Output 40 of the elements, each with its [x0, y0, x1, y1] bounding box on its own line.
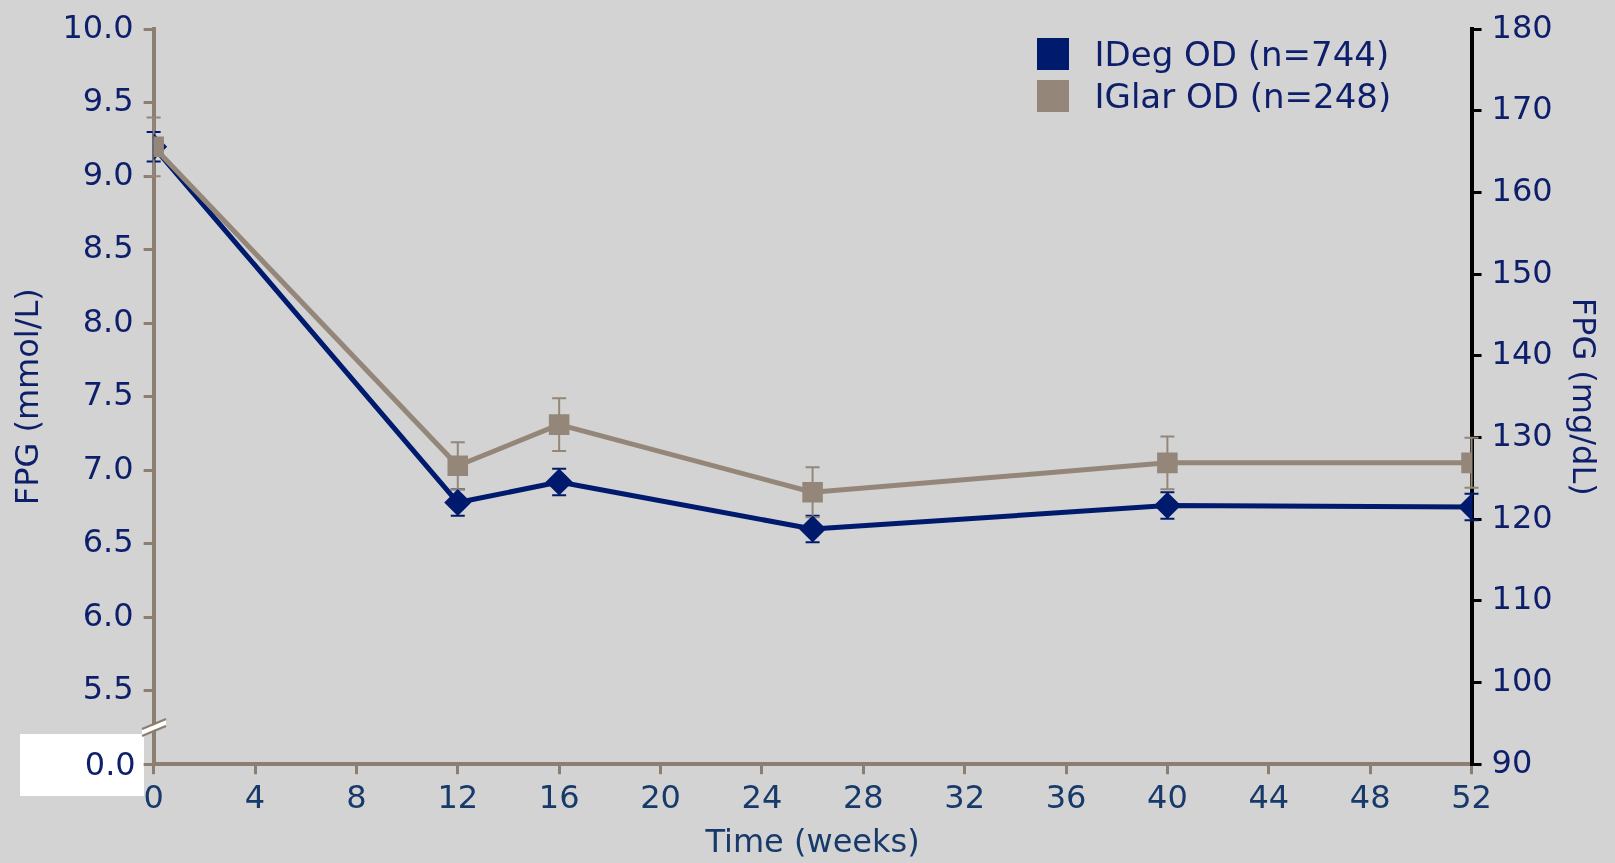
- y-tick-label: 7.0: [82, 448, 134, 487]
- y-tick-label: 10.0: [62, 7, 134, 46]
- y2-tick-label: 170: [1491, 89, 1553, 128]
- x-tick-label: 4: [244, 777, 266, 816]
- y-tick-label: 7.5: [82, 375, 134, 414]
- y2-tick-label: 100: [1491, 660, 1553, 699]
- text: 0.0: [84, 745, 136, 784]
- y-tick-label: 9.0: [82, 154, 134, 193]
- y2-tick-label: 160: [1491, 170, 1553, 209]
- x-tick-label: 0: [143, 777, 164, 816]
- legend-label: IDeg OD (n=744): [1094, 33, 1390, 76]
- x-tick-label: 28: [842, 777, 884, 816]
- x-tick-label: 16: [538, 777, 580, 816]
- y-tick-label: 9.5: [82, 81, 134, 120]
- x-tick-label: 24: [741, 777, 783, 816]
- x-axis-title: Time (weeks): [704, 822, 920, 861]
- y-tick-label: 5.5: [82, 669, 134, 708]
- y-tick-label: 6.0: [82, 595, 134, 634]
- y2-tick-label: 150: [1491, 252, 1553, 291]
- x-tick-label: 20: [640, 777, 681, 816]
- y-tick-label: 8.5: [82, 228, 134, 267]
- y2-tick-label: 90: [1491, 742, 1533, 781]
- y2-tick-label: 110: [1491, 579, 1553, 618]
- x-tick-label: 52: [1451, 777, 1492, 816]
- x-tick-label: 44: [1248, 777, 1290, 816]
- y-tick-label: 8.0: [82, 301, 134, 340]
- y-tick-label: 6.5: [82, 522, 134, 561]
- x-tick-label: 40: [1147, 777, 1188, 816]
- y2-tick-label: 120: [1491, 497, 1553, 536]
- x-tick-label: 12: [437, 777, 479, 816]
- y2-tick-label: 130: [1491, 415, 1553, 454]
- y2-axis-title: FPG (mg/dL): [1565, 297, 1604, 496]
- y-axis-title: FPG (mmol/L): [7, 288, 46, 506]
- x-tick-label: 8: [346, 777, 367, 816]
- y2-tick-label: 180: [1491, 7, 1553, 46]
- x-tick-label: 32: [944, 777, 986, 816]
- legend-label: IGlar OD (n=248): [1094, 75, 1392, 118]
- x-tick-label: 36: [1045, 777, 1087, 816]
- x-tick-label: 48: [1349, 777, 1391, 816]
- y2-tick-label: 140: [1491, 334, 1553, 373]
